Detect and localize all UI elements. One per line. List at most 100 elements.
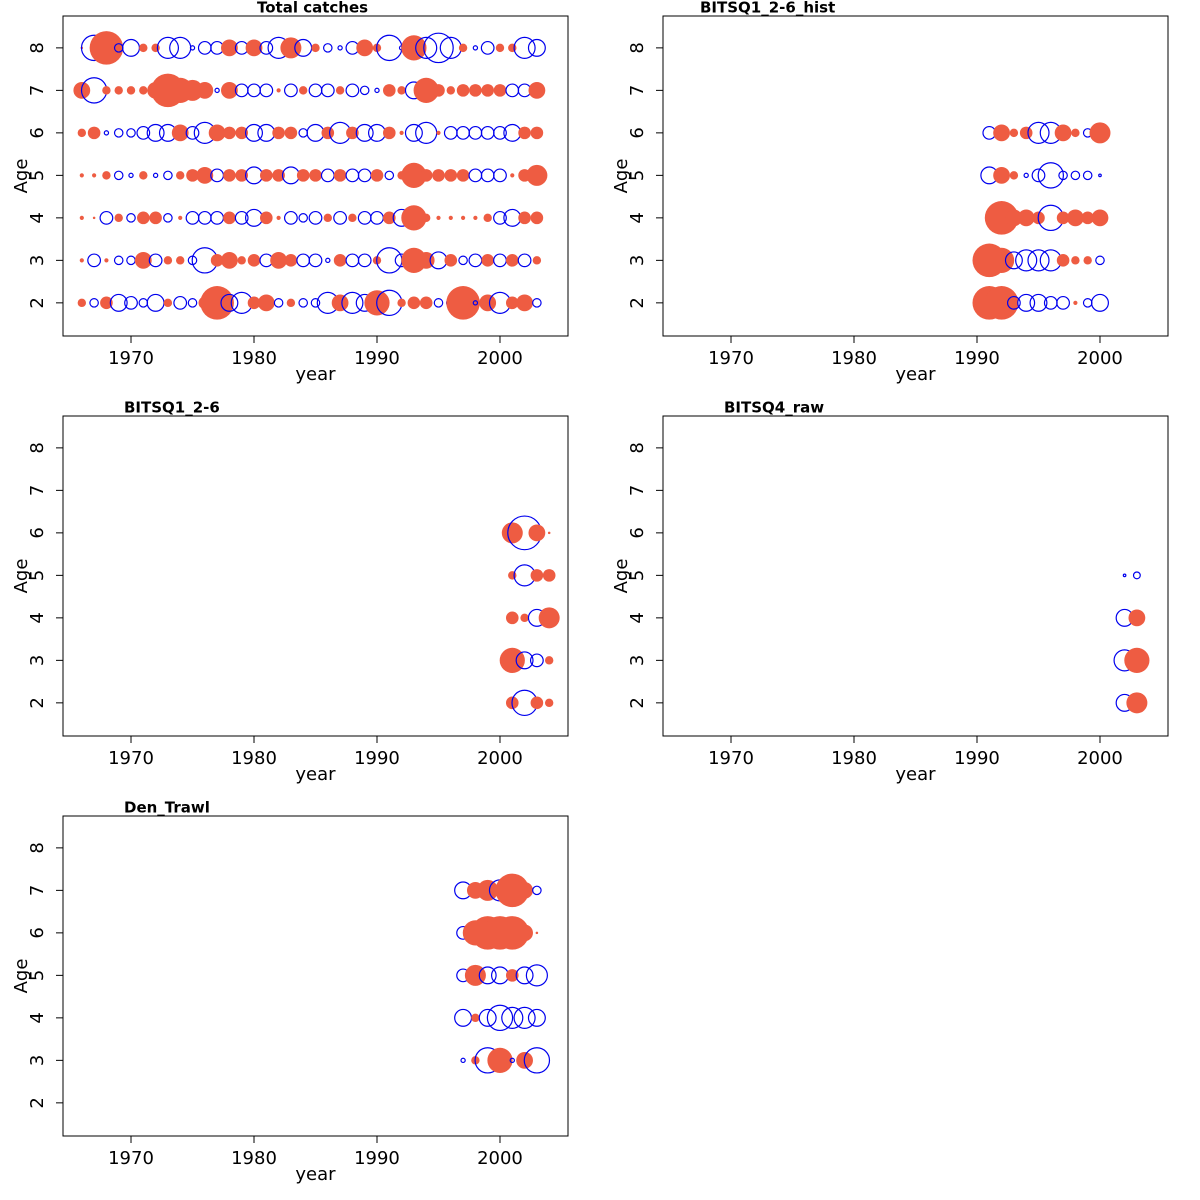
- residual-bubble: [276, 215, 281, 220]
- residual-bubble: [128, 172, 134, 179]
- panel-title: BITSQ4_raw: [724, 399, 824, 417]
- residual-bubble: [136, 125, 151, 140]
- residual-bubble: [1082, 170, 1093, 181]
- residual-bubble: [456, 125, 470, 140]
- residual-bubble: [260, 211, 273, 225]
- residual-bubble: [468, 168, 483, 183]
- residual-bubble: [530, 569, 544, 582]
- residual-bubble: [296, 253, 311, 268]
- residual-bubble: [446, 286, 480, 320]
- residual-bubble: [480, 125, 495, 140]
- residual-bubble: [483, 213, 492, 223]
- residual-bubble: [510, 173, 515, 178]
- residual-bubble: [456, 84, 470, 97]
- y-tick-label: 3: [27, 655, 48, 666]
- residual-bubble: [286, 298, 296, 308]
- residual-bubble: [200, 286, 234, 320]
- residual-bubble: [1098, 173, 1102, 178]
- residual-bubble: [458, 255, 468, 266]
- panel: BITSQ1_2-6 1970 1980 1990 2000 2 3 4 5 6 7 8 year Age: [11, 399, 569, 785]
- residual-bubble: [245, 39, 263, 57]
- x-axis-label: year: [895, 764, 936, 785]
- residual-bubble: [397, 298, 406, 308]
- residual-bubble: [417, 251, 435, 269]
- x-tick-label: 1970: [108, 1148, 154, 1169]
- residual-bubble: [163, 213, 173, 223]
- residual-bubble: [102, 171, 111, 180]
- residual-bubble: [357, 168, 372, 183]
- y-tick-label: 6: [27, 927, 48, 938]
- x-tick-label: 1970: [108, 748, 154, 769]
- residual-bubble: [469, 84, 482, 97]
- panel: BITSQ4_raw 1970 1980 1990 2000 2 3 4 5 6 7 8 year Age: [611, 399, 1169, 785]
- residual-bubble: [984, 201, 1019, 235]
- residual-bubble: [527, 38, 546, 57]
- residual-bubble: [1132, 571, 1141, 580]
- residual-bubble: [993, 166, 1010, 184]
- residual-bubble: [516, 294, 533, 312]
- residual-bubble: [984, 286, 1019, 320]
- residual-bubble: [310, 298, 321, 308]
- residual-bubble: [333, 210, 347, 225]
- residual-bubble: [458, 43, 468, 53]
- residual-bubble: [508, 571, 517, 580]
- residual-bubble: [419, 296, 433, 310]
- residual-bubble: [1095, 255, 1105, 266]
- x-tick-label: 1990: [954, 348, 1000, 369]
- residual-bubble: [320, 83, 335, 98]
- residual-bubble: [235, 126, 249, 140]
- residual-bubble: [284, 126, 298, 140]
- residual-bubble: [1071, 256, 1080, 265]
- residual-bubble: [538, 607, 560, 629]
- residual-bubble: [468, 125, 483, 140]
- panel: Total catches 1970 1980 1990 2000 2 3 4 5 6 7 8 year…: [11, 0, 569, 385]
- residual-bubble: [341, 291, 364, 314]
- residual-bubble: [528, 81, 546, 99]
- residual-bubble: [223, 211, 236, 225]
- residual-bubble: [1009, 171, 1019, 180]
- residual-bubble: [320, 168, 335, 183]
- residual-bubble: [384, 170, 395, 181]
- x-tick-label: 1980: [231, 1148, 277, 1169]
- residual-bubble: [480, 40, 495, 55]
- residual-bubble: [296, 169, 310, 182]
- y-tick-label: 3: [27, 1055, 48, 1066]
- residual-bubble: [481, 84, 494, 97]
- residual-bubble: [382, 211, 396, 225]
- y-tick-label: 7: [27, 485, 48, 496]
- residual-bubble: [100, 296, 113, 310]
- residual-bubble: [525, 964, 548, 987]
- residual-bubble: [448, 215, 453, 220]
- residual-bubble: [401, 247, 427, 273]
- residual-bubble: [163, 298, 173, 308]
- y-tick-label: 7: [27, 85, 48, 96]
- residual-bubble: [532, 256, 542, 265]
- residual-bubble: [92, 216, 96, 220]
- residual-bubble: [433, 298, 444, 308]
- residual-bubble: [493, 210, 507, 225]
- residual-bubble: [259, 40, 274, 55]
- residual-bubble: [1056, 295, 1070, 310]
- residual-bubble: [1070, 170, 1081, 181]
- y-axis-label: Age: [11, 559, 32, 594]
- plot-frame: [62, 815, 569, 1137]
- residual-bubble: [308, 83, 323, 98]
- residual-bubble: [515, 651, 534, 670]
- residual-bubble: [176, 256, 185, 265]
- residual-bubble: [146, 123, 165, 142]
- residual-bubble: [516, 881, 533, 899]
- residual-bubble: [432, 84, 445, 97]
- y-tick-label: 7: [627, 485, 648, 496]
- residual-bubble: [1027, 121, 1050, 144]
- x-tick-label: 1990: [354, 748, 400, 769]
- residual-bubble: [221, 81, 238, 99]
- residual-bubble: [359, 85, 370, 96]
- residual-bubble: [481, 254, 494, 267]
- x-tick-label: 1970: [708, 348, 754, 369]
- residual-bubble: [523, 1047, 551, 1074]
- residual-bubble: [401, 162, 427, 188]
- residual-bubble: [325, 257, 331, 264]
- residual-bubble: [1004, 251, 1023, 270]
- residual-bubble: [113, 170, 124, 181]
- residual-bubble: [401, 205, 427, 231]
